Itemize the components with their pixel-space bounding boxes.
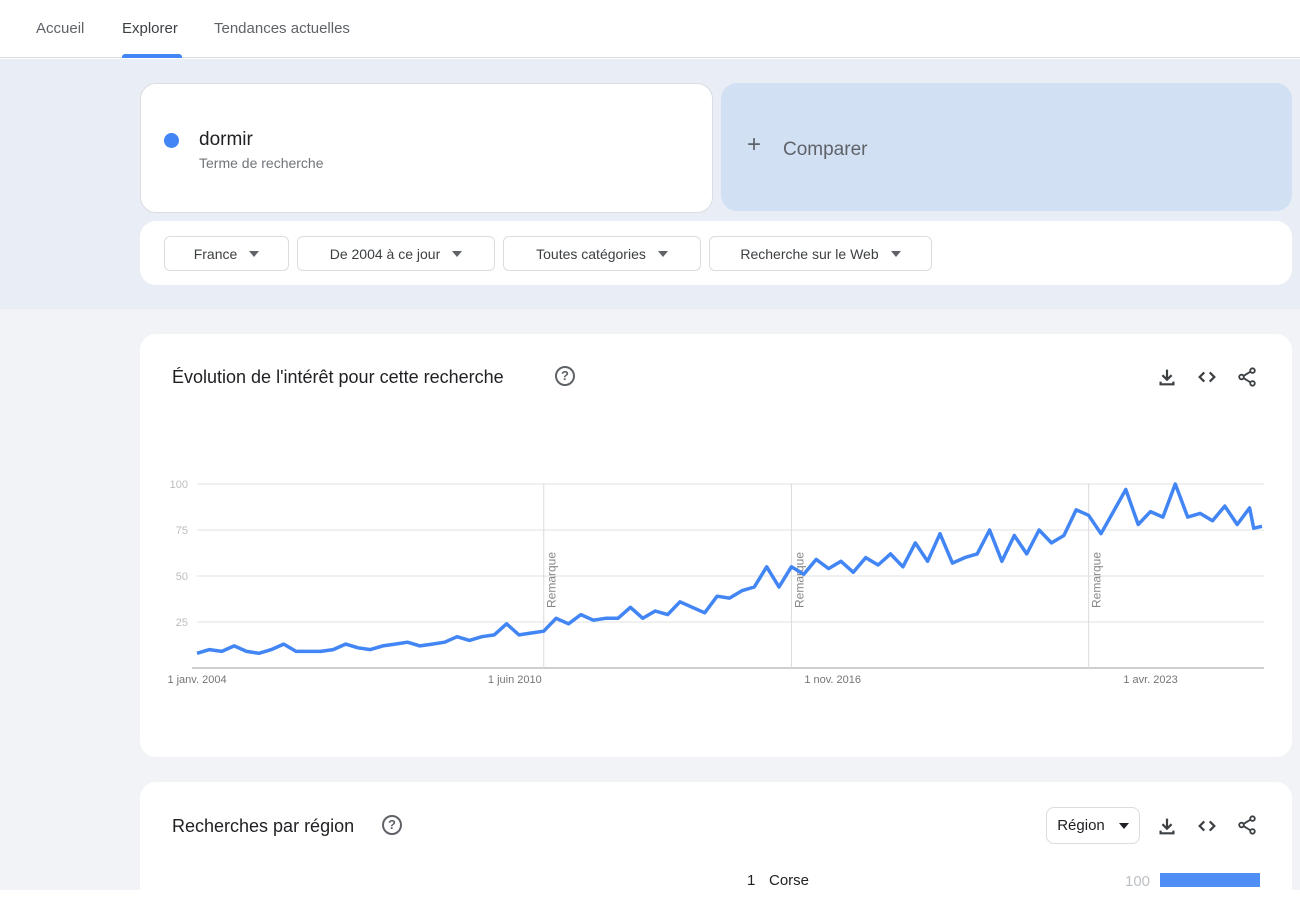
caret-down-icon (452, 250, 463, 257)
term-subtitle: Terme de recherche (199, 155, 324, 171)
annotation-label: Remarque (792, 552, 806, 608)
top-nav: Accueil Explorer Tendances actuelles (0, 0, 1300, 58)
region-name: Corse (769, 872, 810, 889)
region-value-bar (1160, 873, 1260, 887)
x-tick-label: 1 avr. 2023 (1123, 674, 1177, 686)
active-tab-indicator (122, 54, 182, 58)
filter-period[interactable]: De 2004 à ce jour (297, 236, 495, 271)
x-tick-label: 1 nov. 2016 (804, 674, 861, 686)
y-tick-label: 25 (176, 617, 188, 629)
region-title: Recherches par région (172, 816, 355, 836)
annotation-label: Remarque (1090, 552, 1104, 608)
compare-label: Comparer (783, 139, 868, 160)
search-term-card[interactable]: dormir Terme de recherche (140, 83, 713, 213)
caret-down-icon (249, 250, 260, 257)
share-icon[interactable] (1236, 366, 1258, 388)
filter-label: Toutes catégories (536, 245, 646, 262)
interest-title: Évolution de l'intérêt pour cette recher… (172, 367, 504, 387)
download-icon[interactable] (1156, 815, 1178, 837)
x-tick-label: 1 janv. 2004 (167, 674, 226, 686)
filter-label: De 2004 à ce jour (329, 245, 441, 262)
embed-code-icon[interactable] (1196, 815, 1218, 837)
x-tick-label: 1 juin 2010 (488, 674, 542, 686)
help-icon[interactable]: ? (555, 366, 575, 386)
embed-code-icon[interactable] (1196, 366, 1218, 388)
caret-down-icon (890, 250, 901, 257)
compare-button[interactable]: + Comparer (721, 83, 1292, 211)
plus-icon: + (747, 131, 762, 158)
filter-search-type[interactable]: Recherche sur le Web (709, 236, 932, 271)
help-icon[interactable]: ? (382, 815, 402, 835)
term-name: dormir (199, 129, 253, 150)
filter-label: France (193, 245, 238, 262)
series-line (196, 482, 1263, 656)
interest-line-chart: 25 50 75 100 Remarque Remarque Remarque 1 janv.… (167, 479, 1264, 686)
interest-by-region-card: Recherches par région ? Région 1 Corse 1… (140, 782, 1292, 922)
caret-down-icon (1118, 822, 1129, 829)
download-icon[interactable] (1156, 366, 1178, 388)
filter-country[interactable]: France (164, 236, 289, 271)
term-color-dot (164, 133, 179, 148)
tab-tendances-actuelles[interactable]: Tendances actuelles (214, 20, 350, 37)
region-rank: 1 (747, 872, 756, 889)
region-select[interactable]: Région (1046, 807, 1140, 844)
caret-down-icon (657, 250, 668, 257)
share-icon[interactable] (1236, 814, 1258, 836)
region-select-label: Région (1057, 817, 1105, 834)
filters-bar: France De 2004 à ce jour Toutes catégori… (140, 221, 1292, 285)
tab-explorer[interactable]: Explorer (122, 20, 178, 37)
y-tick-label: 75 (176, 525, 188, 537)
filter-label: Recherche sur le Web (740, 245, 879, 262)
tab-accueil[interactable]: Accueil (36, 20, 85, 37)
annotation-label: Remarque (545, 552, 559, 608)
y-tick-label: 100 (170, 479, 188, 491)
region-value: 100 (1125, 873, 1151, 890)
y-tick-label: 50 (176, 571, 188, 583)
filter-category[interactable]: Toutes catégories (503, 236, 701, 271)
interest-over-time-card: Évolution de l'intérêt pour cette recher… (140, 334, 1292, 757)
